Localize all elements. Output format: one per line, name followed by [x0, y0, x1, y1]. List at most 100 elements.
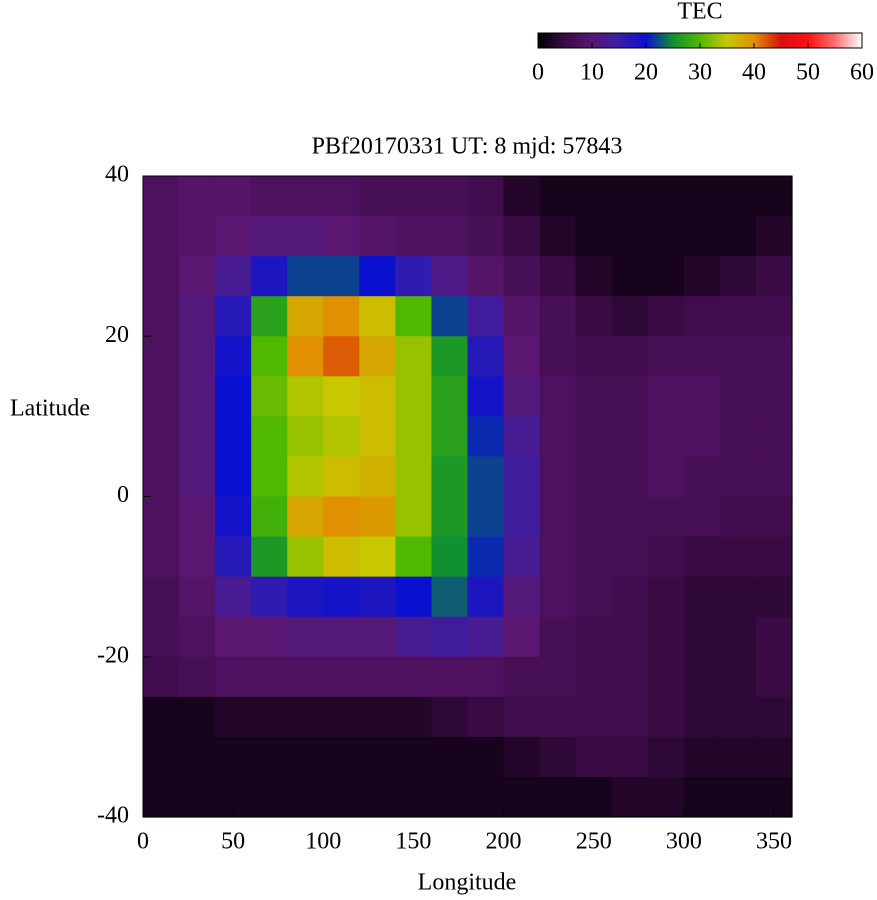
heatmap-cell [215, 736, 252, 778]
heatmap-cell [143, 336, 180, 377]
heatmap-cell [431, 456, 469, 498]
heatmap-cell [143, 656, 180, 698]
heatmap-cell [755, 416, 793, 458]
heatmap-cell [359, 216, 396, 257]
heatmap-cell [719, 736, 757, 778]
heatmap-cell [323, 616, 360, 658]
y-tick-label: 40 [105, 162, 129, 188]
heatmap-cell [611, 416, 649, 458]
heatmap-cell [647, 656, 685, 698]
heatmap-cell [719, 296, 757, 337]
x-tick-label: 200 [486, 829, 522, 855]
heatmap-cell [539, 496, 577, 538]
heatmap-cell [611, 696, 649, 738]
heatmap-cell [575, 456, 613, 498]
heatmap-cell [719, 176, 757, 217]
heatmap-cell [467, 496, 505, 538]
x-tick-label: 300 [666, 829, 702, 855]
heatmap-cell [755, 656, 793, 698]
heatmap-cell [323, 416, 360, 458]
heatmap-cell [287, 176, 324, 217]
x-tick-label: 350 [756, 829, 792, 855]
heatmap-cell [431, 416, 469, 458]
heatmap-cell [215, 576, 252, 618]
heatmap-cell [251, 536, 288, 578]
heatmap-cell [287, 696, 324, 738]
heatmap-cell [143, 776, 180, 818]
heatmap-cell [467, 456, 505, 498]
heatmap-cell [431, 656, 469, 698]
heatmap-cell [575, 696, 613, 738]
heatmap-cell [755, 696, 793, 738]
heatmap-cell [287, 736, 324, 778]
chart-title: PBf20170331 UT: 8 mjd: 57843 [312, 134, 623, 160]
heatmap-cell [503, 416, 541, 458]
heatmap-cell [503, 176, 541, 217]
heatmap-cell [395, 176, 433, 217]
heatmap-cell [503, 376, 541, 417]
heatmap-cell [539, 736, 577, 778]
heatmap-cell [755, 456, 793, 498]
heatmap-cell [575, 296, 613, 337]
heatmap-cell [251, 296, 288, 337]
heatmap-cell [251, 216, 288, 257]
heatmap-cell [683, 296, 721, 337]
heatmap-cell [323, 376, 360, 417]
heatmap-cell [359, 536, 396, 578]
heatmap-cell [359, 576, 396, 618]
heatmap-cell [539, 696, 577, 738]
heatmap-cell [539, 376, 577, 417]
heatmap-cell [575, 416, 613, 458]
heatmap-cell [215, 176, 252, 217]
heatmap-cell [179, 576, 216, 618]
heatmap-cell [143, 576, 180, 618]
heatmap-cell [719, 376, 757, 417]
heatmap-cell [323, 576, 360, 618]
heatmap-cell [431, 336, 469, 377]
heatmap-cell [179, 656, 216, 698]
heatmap-cell [251, 376, 288, 417]
heatmap-cell [647, 456, 685, 498]
heatmap-cell [143, 536, 180, 578]
heatmap-cell [755, 736, 793, 778]
heatmap-cell [359, 776, 396, 818]
heatmap-cell [719, 776, 757, 818]
heatmap-cell [575, 216, 613, 257]
heatmap-cell [719, 536, 757, 578]
heatmap-cell [503, 536, 541, 578]
heatmap-cell [647, 296, 685, 337]
heatmap-cell [323, 776, 360, 818]
heatmap-cell [251, 456, 288, 498]
heatmap-cell [755, 296, 793, 337]
heatmap-cell [143, 696, 180, 738]
heatmap-cell [179, 256, 216, 297]
heatmap-cell [683, 456, 721, 498]
heatmap-cell [251, 776, 288, 818]
heatmap-cell [251, 416, 288, 458]
heatmap-cell [431, 776, 469, 818]
heatmap-cell [287, 576, 324, 618]
heatmap-cell [683, 536, 721, 578]
heatmap-cell [755, 496, 793, 538]
heatmap-cell [215, 616, 252, 658]
heatmap-cell [467, 176, 505, 217]
heatmap-cell [179, 736, 216, 778]
heatmap-cell [395, 256, 433, 297]
heatmap-cell [431, 296, 469, 337]
heatmap-cell [503, 696, 541, 738]
heatmap-cell [215, 696, 252, 738]
heatmap-cell [467, 656, 505, 698]
heatmap-cell [179, 776, 216, 818]
heatmap-cell [503, 216, 541, 257]
heatmap-cell [611, 456, 649, 498]
heatmap-cell [647, 336, 685, 377]
heatmap-cell [611, 736, 649, 778]
heatmap-cell [647, 696, 685, 738]
heatmap-cell [395, 456, 433, 498]
y-axis-label: Latitude [10, 396, 90, 422]
heatmap-cell [647, 576, 685, 618]
heatmap-cell [215, 256, 252, 297]
heatmap-cell [647, 256, 685, 297]
heatmap-cell [251, 736, 288, 778]
